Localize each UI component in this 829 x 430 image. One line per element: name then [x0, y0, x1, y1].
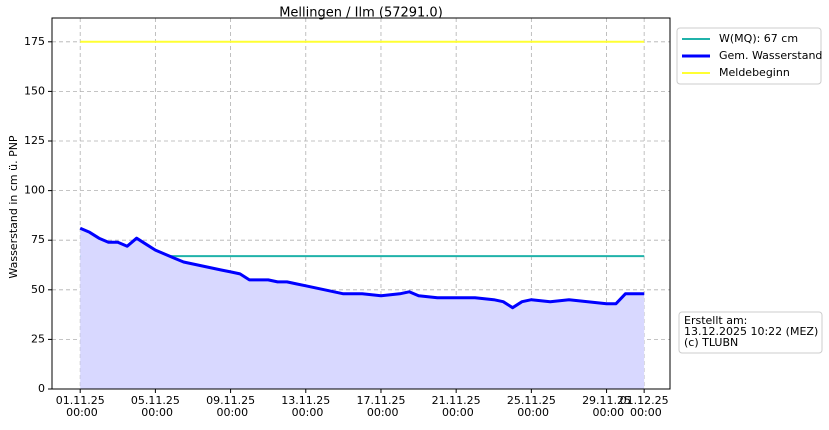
- x-tick-label: 01.12.25 00:00: [620, 394, 669, 419]
- line: [79, 226, 645, 310]
- x-tick-date: 29.11.25: [582, 394, 631, 407]
- x-tick-label: 29.11.25 00:00: [582, 394, 631, 419]
- x-tick-date: 01.11.25: [56, 394, 105, 407]
- annotation-line: 13.12.2025 10:22 (MEZ): [684, 325, 818, 338]
- legend-label: Meldebeginn: [719, 66, 790, 79]
- x-tick-label: 17.11.25 00:00: [356, 394, 405, 419]
- chart-title: Mellingen / Ilm (57291.0): [279, 6, 443, 21]
- legend-label: W(MQ): 67 cm: [719, 32, 798, 45]
- x-tick-time: 00:00: [589, 406, 624, 419]
- area-fill: [80, 228, 645, 389]
- x-tick-label: 05.11.25 00:00: [131, 394, 180, 419]
- y-tick-label: 175: [24, 35, 45, 48]
- x-tick-date: 05.11.25: [131, 394, 180, 407]
- x-tick-date: 13.11.25: [281, 394, 330, 407]
- x-tick-time: 00:00: [439, 406, 474, 419]
- x-tick-time: 00:00: [63, 406, 98, 419]
- annotation-line: Erstellt am:: [684, 314, 747, 327]
- x-tick-time: 00:00: [514, 406, 549, 419]
- y-tick-label: 150: [24, 84, 45, 97]
- y-tick-label: 0: [38, 382, 45, 395]
- x-tick-label: 13.11.25 00:00: [281, 394, 330, 419]
- x-tick-time: 00:00: [138, 406, 173, 419]
- x-tick-label: 01.11.25 00:00: [56, 394, 105, 419]
- x-tick-date: 01.12.25: [620, 394, 669, 407]
- y-tick-label: 100: [24, 184, 45, 197]
- x-tick-date: 21.11.25: [432, 394, 481, 407]
- x-tick-time: 00:00: [627, 406, 662, 419]
- y-tick-label: 75: [31, 233, 45, 246]
- x-tick-date: 25.11.25: [507, 394, 556, 407]
- y-tick-label: 50: [31, 283, 45, 296]
- x-tick-label: 25.11.25 00:00: [507, 394, 556, 419]
- y-tick-label: 25: [31, 332, 45, 345]
- y-tick-label: 125: [24, 134, 45, 147]
- x-tick-time: 00:00: [213, 406, 248, 419]
- x-tick-time: 00:00: [363, 406, 398, 419]
- annotation-box: [678, 311, 823, 354]
- legend-label: Gem. Wasserstand: [719, 49, 822, 62]
- x-tick-time: 00:00: [288, 406, 323, 419]
- annotation-line: (c) TLUBN: [684, 336, 738, 349]
- x-tick-date: 09.11.25: [206, 394, 255, 407]
- y-axis-label: Wasserstand in cm ü. PNP: [7, 135, 20, 279]
- plot-frame: [51, 17, 671, 390]
- x-tick-label: 09.11.25 00:00: [206, 394, 255, 419]
- x-tick-label: 21.11.25 00:00: [432, 394, 481, 419]
- x-tick-date: 17.11.25: [356, 394, 405, 407]
- legend-box: [676, 27, 822, 85]
